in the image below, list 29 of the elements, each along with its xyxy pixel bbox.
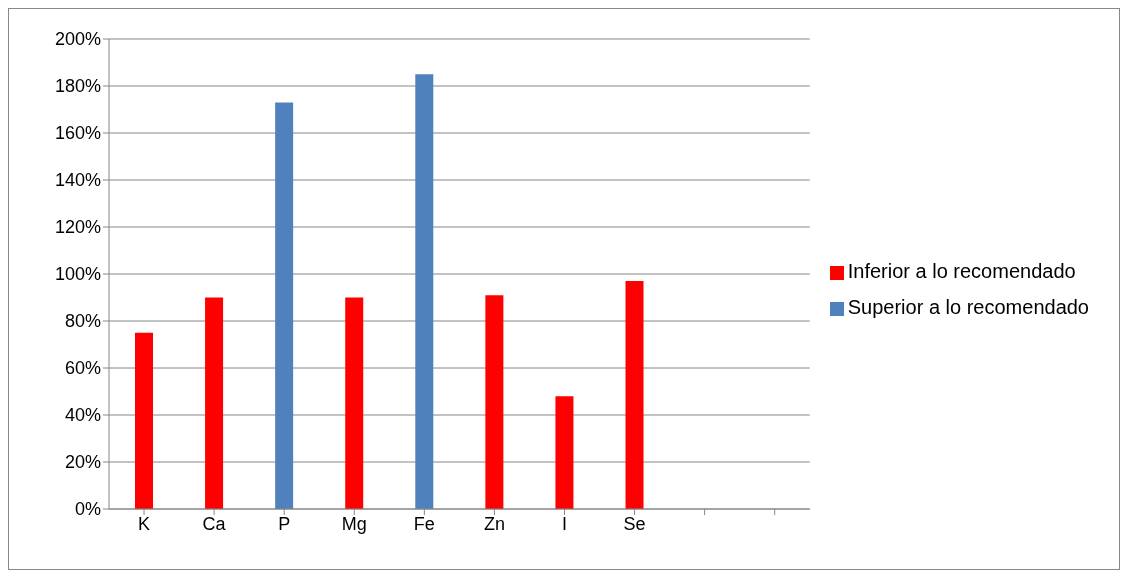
y-tick-label: 80% bbox=[64, 311, 101, 332]
bar bbox=[135, 332, 153, 509]
y-tick-label: 0% bbox=[74, 499, 101, 520]
x-tick-label: I bbox=[561, 513, 567, 534]
bar bbox=[415, 74, 434, 509]
bar bbox=[555, 396, 574, 509]
y-tick-label: 60% bbox=[64, 358, 101, 379]
y-tick-label: 120% bbox=[54, 217, 101, 238]
bar bbox=[345, 297, 364, 509]
bar bbox=[205, 297, 224, 509]
y-tick-label: 40% bbox=[64, 405, 101, 426]
x-tick-label: Mg bbox=[341, 513, 367, 534]
bar bbox=[275, 102, 294, 509]
legend-label: Superior a lo recomendado bbox=[847, 296, 1089, 318]
x-tick-label: Se bbox=[623, 513, 646, 534]
x-tick-label: K bbox=[138, 513, 151, 534]
x-tick-label: P bbox=[278, 513, 291, 534]
y-tick-label: 200% bbox=[54, 29, 101, 50]
bar bbox=[485, 295, 504, 509]
x-tick-label: Zn bbox=[483, 513, 505, 534]
x-tick-label: Ca bbox=[202, 513, 227, 534]
x-tick-label: Fe bbox=[413, 513, 435, 534]
bar bbox=[625, 281, 644, 509]
y-tick-label: 100% bbox=[54, 264, 101, 285]
y-tick-label: 20% bbox=[64, 452, 101, 473]
y-tick-label: 160% bbox=[54, 123, 101, 144]
legend-label: Inferior a lo recomendado bbox=[847, 260, 1076, 282]
y-tick-label: 180% bbox=[54, 76, 101, 97]
y-tick-label: 140% bbox=[54, 170, 101, 191]
